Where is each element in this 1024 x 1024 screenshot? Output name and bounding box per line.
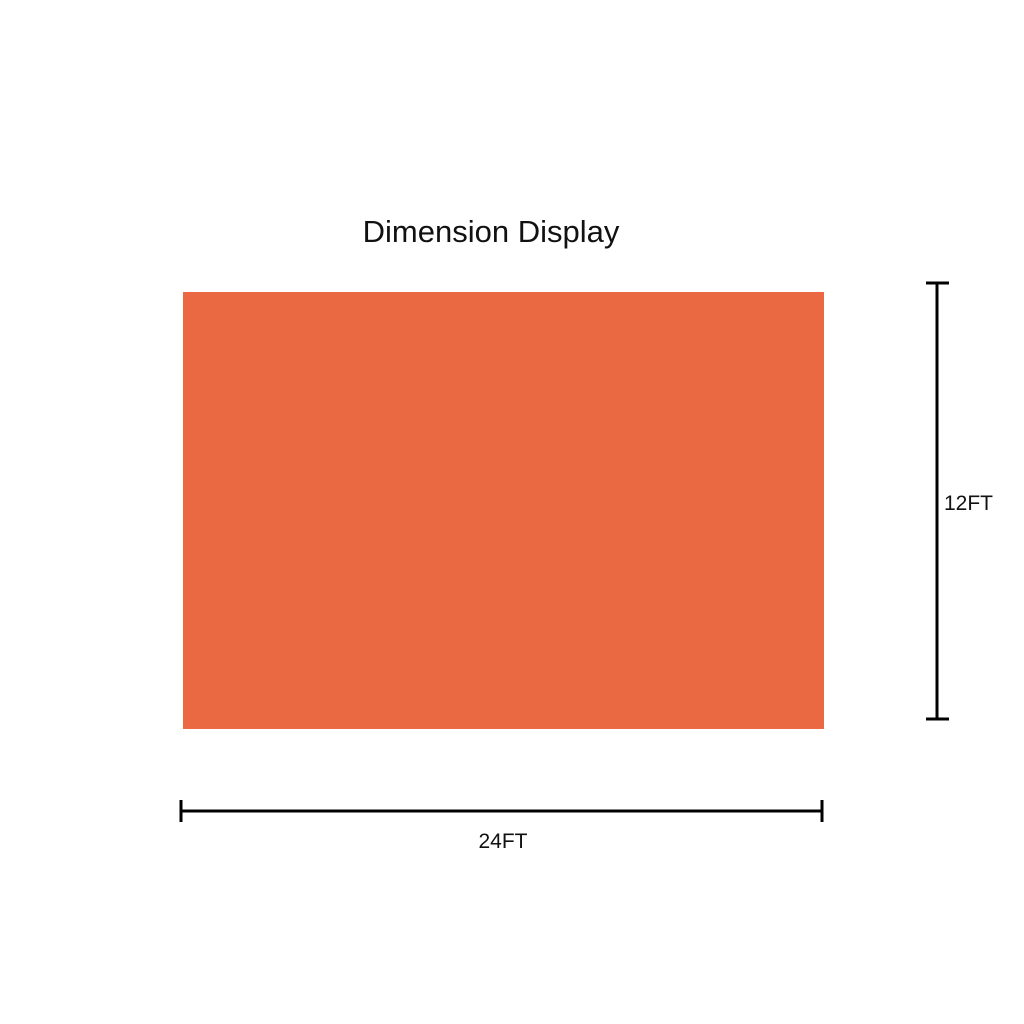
width-label: 24FT: [478, 830, 528, 853]
height-label: 12FT: [944, 492, 994, 515]
diagram-title: Dimension Display: [362, 214, 620, 249]
color-panel: [183, 292, 824, 729]
